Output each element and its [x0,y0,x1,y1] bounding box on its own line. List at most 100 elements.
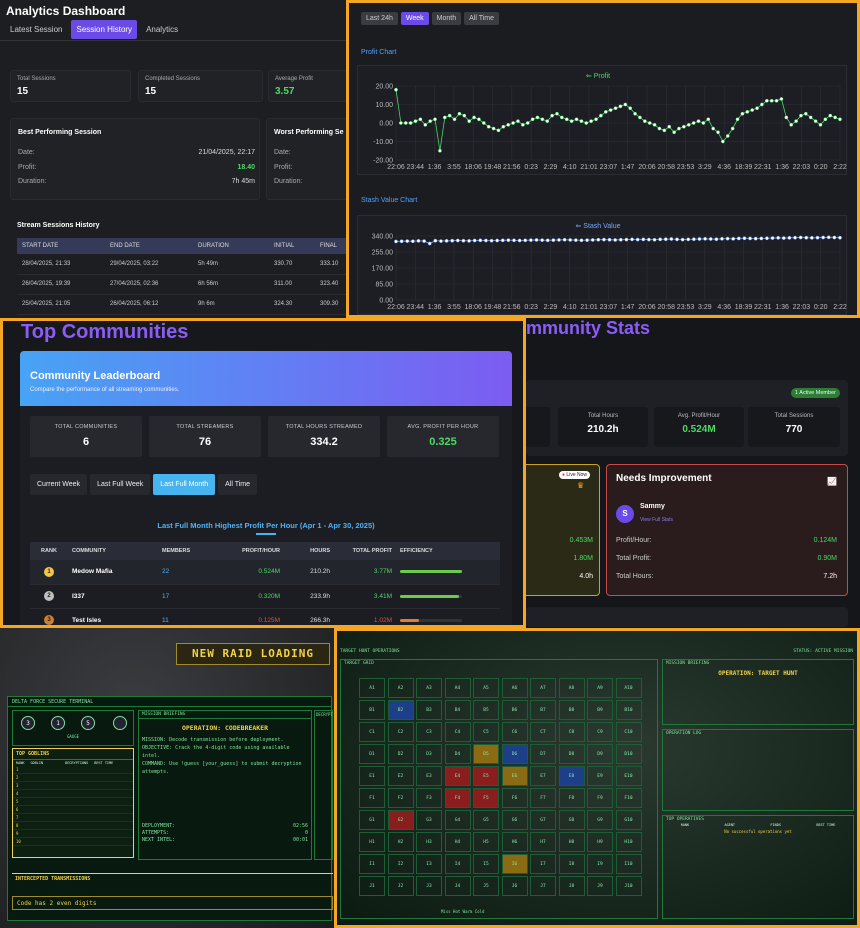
tab-month[interactable]: Month [431,12,462,25]
grid-cell[interactable]: E10 [615,766,642,786]
grid-cell[interactable]: F4 [444,788,471,808]
grid-cell[interactable]: G4 [444,810,471,830]
grid-cell[interactable]: D7 [530,744,556,764]
tab-analytics[interactable]: Analytics [146,25,179,34]
tab-last-24h[interactable]: Last 24h [361,12,398,25]
grid-cell[interactable]: D10 [615,744,642,764]
grid-cell[interactable]: C7 [530,722,556,742]
grid-cell[interactable]: D2 [387,744,414,764]
grid-cell[interactable]: F7 [530,788,556,808]
dial-icon[interactable] [113,716,127,730]
grid-cell[interactable]: B10 [615,700,642,720]
grid-cell[interactable]: H2 [387,832,414,852]
grid-cell[interactable]: F9 [587,788,613,808]
tab-all-time[interactable]: All Time [464,12,500,25]
grid-cell[interactable]: A4 [444,678,471,698]
grid-cell[interactable]: E3 [416,766,442,786]
grid-cell[interactable]: B5 [473,700,499,720]
grid-cell[interactable]: A2 [387,678,414,698]
table-row[interactable]: 26/04/2025, 19:39 27/04/2025, 02:36 6h 56m… [17,274,346,295]
table-row[interactable]: 28/04/2025, 21:33 29/04/2025, 03:22 5h 49m… [17,254,346,275]
grid-cell[interactable]: E2 [387,766,414,786]
grid-cell[interactable]: C8 [558,722,585,742]
grid-cell[interactable]: G8 [558,810,585,830]
grid-cell[interactable]: G9 [587,810,613,830]
grid-cell[interactable]: D9 [587,744,613,764]
grid-cell[interactable]: F1 [359,788,385,808]
grid-cell[interactable]: J4 [444,876,471,896]
grid-cell[interactable]: I2 [387,854,414,874]
grid-cell[interactable]: I5 [473,854,499,874]
grid-cell[interactable]: B9 [587,700,613,720]
grid-cell[interactable]: D4 [444,744,471,764]
grid-cell[interactable]: H1 [359,832,385,852]
grid-cell[interactable]: I4 [444,854,471,874]
grid-cell[interactable]: C1 [359,722,385,742]
grid-cell[interactable]: F2 [387,788,414,808]
grid-cell[interactable]: D5 [473,744,499,764]
tab-last-full-week[interactable]: Last Full Week [90,474,151,495]
grid-cell[interactable]: J3 [416,876,442,896]
grid-cell[interactable]: C2 [387,722,414,742]
grid-cell[interactable]: A3 [416,678,442,698]
grid-cell[interactable]: A8 [558,678,585,698]
grid-cell[interactable]: B7 [530,700,556,720]
grid-cell[interactable]: D1 [359,744,385,764]
community-name[interactable]: Medow Mafia [68,560,158,585]
grid-cell[interactable]: C10 [615,722,642,742]
grid-cell[interactable]: F8 [558,788,585,808]
grid-cell[interactable]: G6 [501,810,528,830]
grid-cell[interactable]: J8 [558,876,585,896]
dial-icon[interactable]: 1 [51,716,65,730]
member-name[interactable]: Sammy [640,503,665,510]
grid-cell[interactable]: G7 [530,810,556,830]
grid-cell[interactable]: B8 [558,700,585,720]
tab-last-full-month[interactable]: Last Full Month [153,474,216,495]
grid-cell[interactable]: J1 [359,876,385,896]
grid-cell[interactable]: E9 [587,766,613,786]
grid-cell[interactable]: G5 [473,810,499,830]
grid-cell[interactable]: A9 [587,678,613,698]
grid-cell[interactable]: G1 [359,810,385,830]
grid-cell[interactable]: C3 [416,722,442,742]
table-row[interactable]: 3 Test Isles 11 0.125M 266.3h 1.02M [30,608,500,625]
grid-cell[interactable]: H10 [615,832,642,852]
grid-cell[interactable]: D8 [558,744,585,764]
grid-cell[interactable]: E7 [530,766,556,786]
dial-icon[interactable]: 3 [21,716,35,730]
tab-all-time[interactable]: All Time [218,474,257,495]
grid-cell[interactable]: H6 [501,832,528,852]
grid-cell[interactable]: I9 [587,854,613,874]
grid-cell[interactable]: B3 [416,700,442,720]
grid-cell[interactable]: G10 [615,810,642,830]
grid-cell[interactable]: E4 [444,766,471,786]
grid-cell[interactable]: C9 [587,722,613,742]
grid-cell[interactable]: H7 [530,832,556,852]
grid-cell[interactable]: I7 [530,854,556,874]
grid-cell[interactable]: E1 [359,766,385,786]
table-row[interactable]: 2 I337 17 0.320M 233.9h 3.41M [30,584,500,609]
grid-cell[interactable]: F6 [501,788,528,808]
grid-cell[interactable]: E5 [473,766,499,786]
grid-cell[interactable]: I8 [558,854,585,874]
grid-cell[interactable]: H5 [473,832,499,852]
grid-cell[interactable]: F3 [416,788,442,808]
tab-latest-session[interactable]: Latest Session [10,25,63,34]
grid-cell[interactable]: G2 [387,810,414,830]
grid-cell[interactable]: A1 [359,678,385,698]
grid-cell[interactable]: I1 [359,854,385,874]
grid-cell[interactable]: H8 [558,832,585,852]
grid-cell[interactable]: H9 [587,832,613,852]
grid-cell[interactable]: H4 [444,832,471,852]
view-full-stats-link[interactable]: View Full Stats [640,517,673,523]
dial-icon[interactable]: 5 [81,716,95,730]
grid-cell[interactable]: C6 [501,722,528,742]
community-name[interactable]: I337 [68,584,158,609]
grid-cell[interactable]: H3 [416,832,442,852]
grid-cell[interactable]: I6 [501,854,528,874]
grid-cell[interactable]: B4 [444,700,471,720]
grid-cell[interactable]: J9 [587,876,613,896]
grid-cell[interactable]: J10 [615,876,642,896]
grid-cell[interactable]: D3 [416,744,442,764]
table-row[interactable]: 25/04/2025, 21:05 26/04/2025, 06:12 9h 6m 3… [17,294,346,315]
